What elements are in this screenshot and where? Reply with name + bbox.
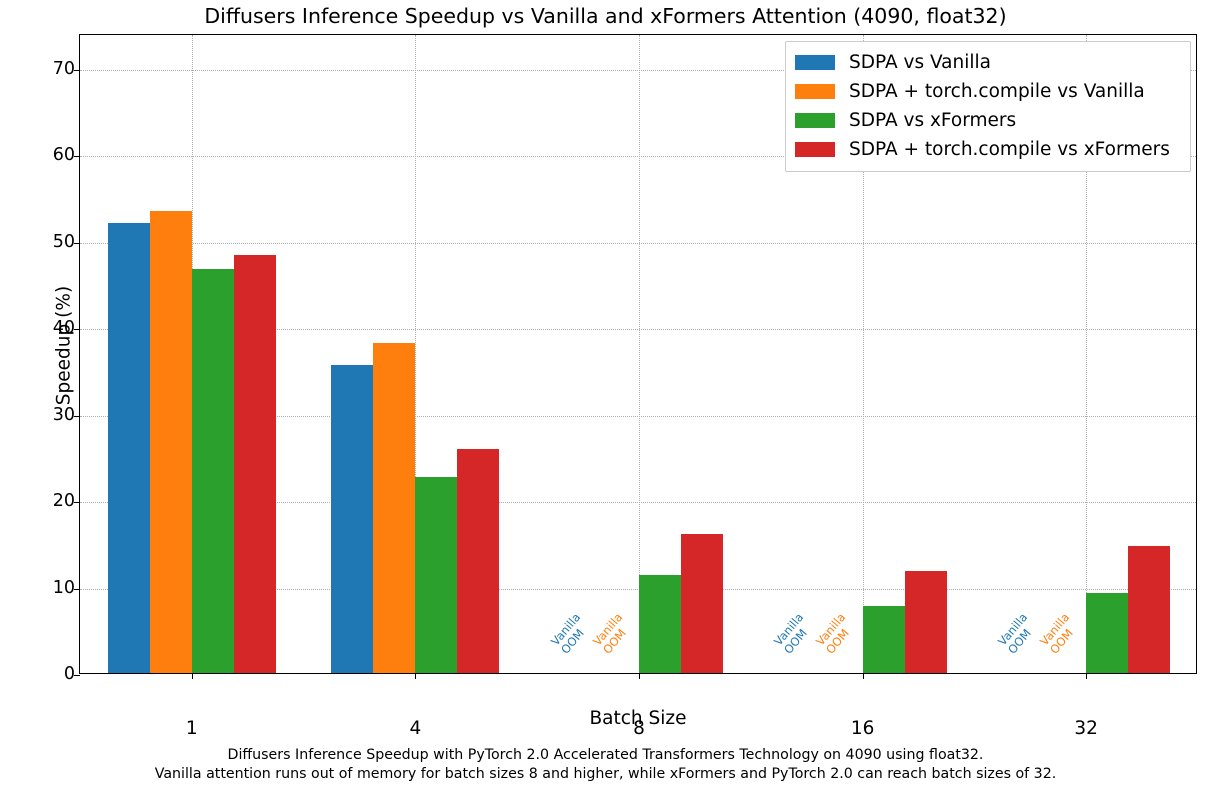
- gridline-vertical: [1086, 35, 1088, 673]
- bar: [373, 342, 416, 673]
- legend-item: SDPA vs Vanilla: [795, 48, 1181, 77]
- chart-title: Diffusers Inference Speedup vs Vanilla a…: [204, 4, 1007, 28]
- bar: [191, 269, 234, 673]
- gridline-horizontal: [80, 69, 1196, 71]
- x-tick-label: 16: [850, 718, 875, 739]
- x-axis-label: Batch Size: [589, 708, 687, 729]
- bar: [1128, 545, 1171, 673]
- y-axis-label: Speedup (%): [53, 285, 75, 406]
- bar: [681, 533, 723, 673]
- y-tick-label: 70: [52, 58, 75, 79]
- oom-annotation: Vanilla OOM: [994, 610, 1034, 657]
- x-tick-label: 32: [1074, 718, 1098, 739]
- x-tick-mark: [862, 673, 864, 679]
- bar: [1086, 593, 1129, 673]
- x-tick-mark: [639, 673, 640, 679]
- y-tick-mark: [74, 156, 80, 158]
- oom-annotation: Vanilla OOM: [1036, 610, 1076, 657]
- oom-annotation: Vanilla OOM: [771, 610, 810, 657]
- legend-item: SDPA + torch.compile vs xFormers: [795, 135, 1181, 164]
- legend-item: SDPA vs xFormers: [795, 106, 1181, 135]
- x-tick-mark: [191, 673, 193, 679]
- gridline-horizontal: [80, 329, 1196, 331]
- gridline-vertical: [639, 35, 640, 673]
- caption-line-1: Diffusers Inference Speedup with PyTorch…: [227, 747, 984, 763]
- legend-color-swatch: [795, 55, 835, 70]
- bar: [149, 211, 192, 673]
- y-tick-mark: [74, 242, 80, 244]
- y-tick-mark: [74, 329, 80, 331]
- x-tick-mark: [1086, 673, 1088, 679]
- gridline-vertical: [862, 35, 864, 673]
- bar: [862, 605, 905, 673]
- bar: [233, 255, 276, 673]
- gridline-horizontal: [80, 156, 1196, 158]
- gridline-vertical: [415, 35, 417, 673]
- caption-line-2: Vanilla attention runs out of memory for…: [154, 766, 1057, 782]
- legend-label: SDPA vs xFormers: [849, 110, 1017, 131]
- bar: [457, 449, 500, 673]
- x-tick-label: 8: [633, 718, 645, 739]
- y-tick-label: 50: [52, 231, 75, 252]
- oom-annotation: Vanilla OOM: [589, 610, 628, 657]
- gridline-horizontal: [80, 502, 1196, 504]
- legend-label: SDPA vs Vanilla: [849, 52, 992, 73]
- y-tick-mark: [74, 675, 80, 676]
- bar: [639, 575, 681, 673]
- y-tick-label: 10: [52, 577, 75, 598]
- y-tick-label: 60: [52, 145, 75, 166]
- y-tick-mark: [74, 588, 80, 590]
- x-tick-label: 4: [409, 718, 422, 739]
- legend-color-swatch: [795, 142, 835, 157]
- oom-annotation: Vanilla OOM: [813, 610, 852, 657]
- bar: [415, 476, 458, 673]
- gridline-horizontal: [80, 588, 1196, 590]
- x-tick-mark: [415, 673, 417, 679]
- y-tick-label: 20: [52, 491, 75, 512]
- y-tick-label: 30: [52, 404, 75, 425]
- legend-color-swatch: [795, 84, 835, 99]
- chart-caption: Diffusers Inference Speedup with PyTorch…: [0, 746, 1211, 784]
- bar: [107, 223, 150, 673]
- legend-color-swatch: [795, 113, 835, 128]
- legend-label: SDPA + torch.compile vs xFormers: [849, 139, 1170, 160]
- y-tick-mark: [74, 415, 80, 417]
- y-tick-mark: [74, 502, 80, 504]
- legend-label: SDPA + torch.compile vs Vanilla: [849, 81, 1145, 102]
- y-tick-label: 0: [63, 664, 75, 684]
- bar: [904, 570, 947, 673]
- y-tick-label: 40: [52, 318, 75, 339]
- chart-legend: SDPA vs Vanilla SDPA + torch.compile vs V…: [785, 41, 1191, 172]
- legend-item: SDPA + torch.compile vs Vanilla: [795, 77, 1181, 106]
- x-tick-label: 1: [185, 718, 198, 739]
- bar: [331, 365, 374, 673]
- oom-annotation: Vanilla OOM: [547, 610, 586, 657]
- gridline-horizontal: [80, 415, 1196, 417]
- y-tick-mark: [74, 69, 80, 71]
- gridline-horizontal: [80, 242, 1196, 244]
